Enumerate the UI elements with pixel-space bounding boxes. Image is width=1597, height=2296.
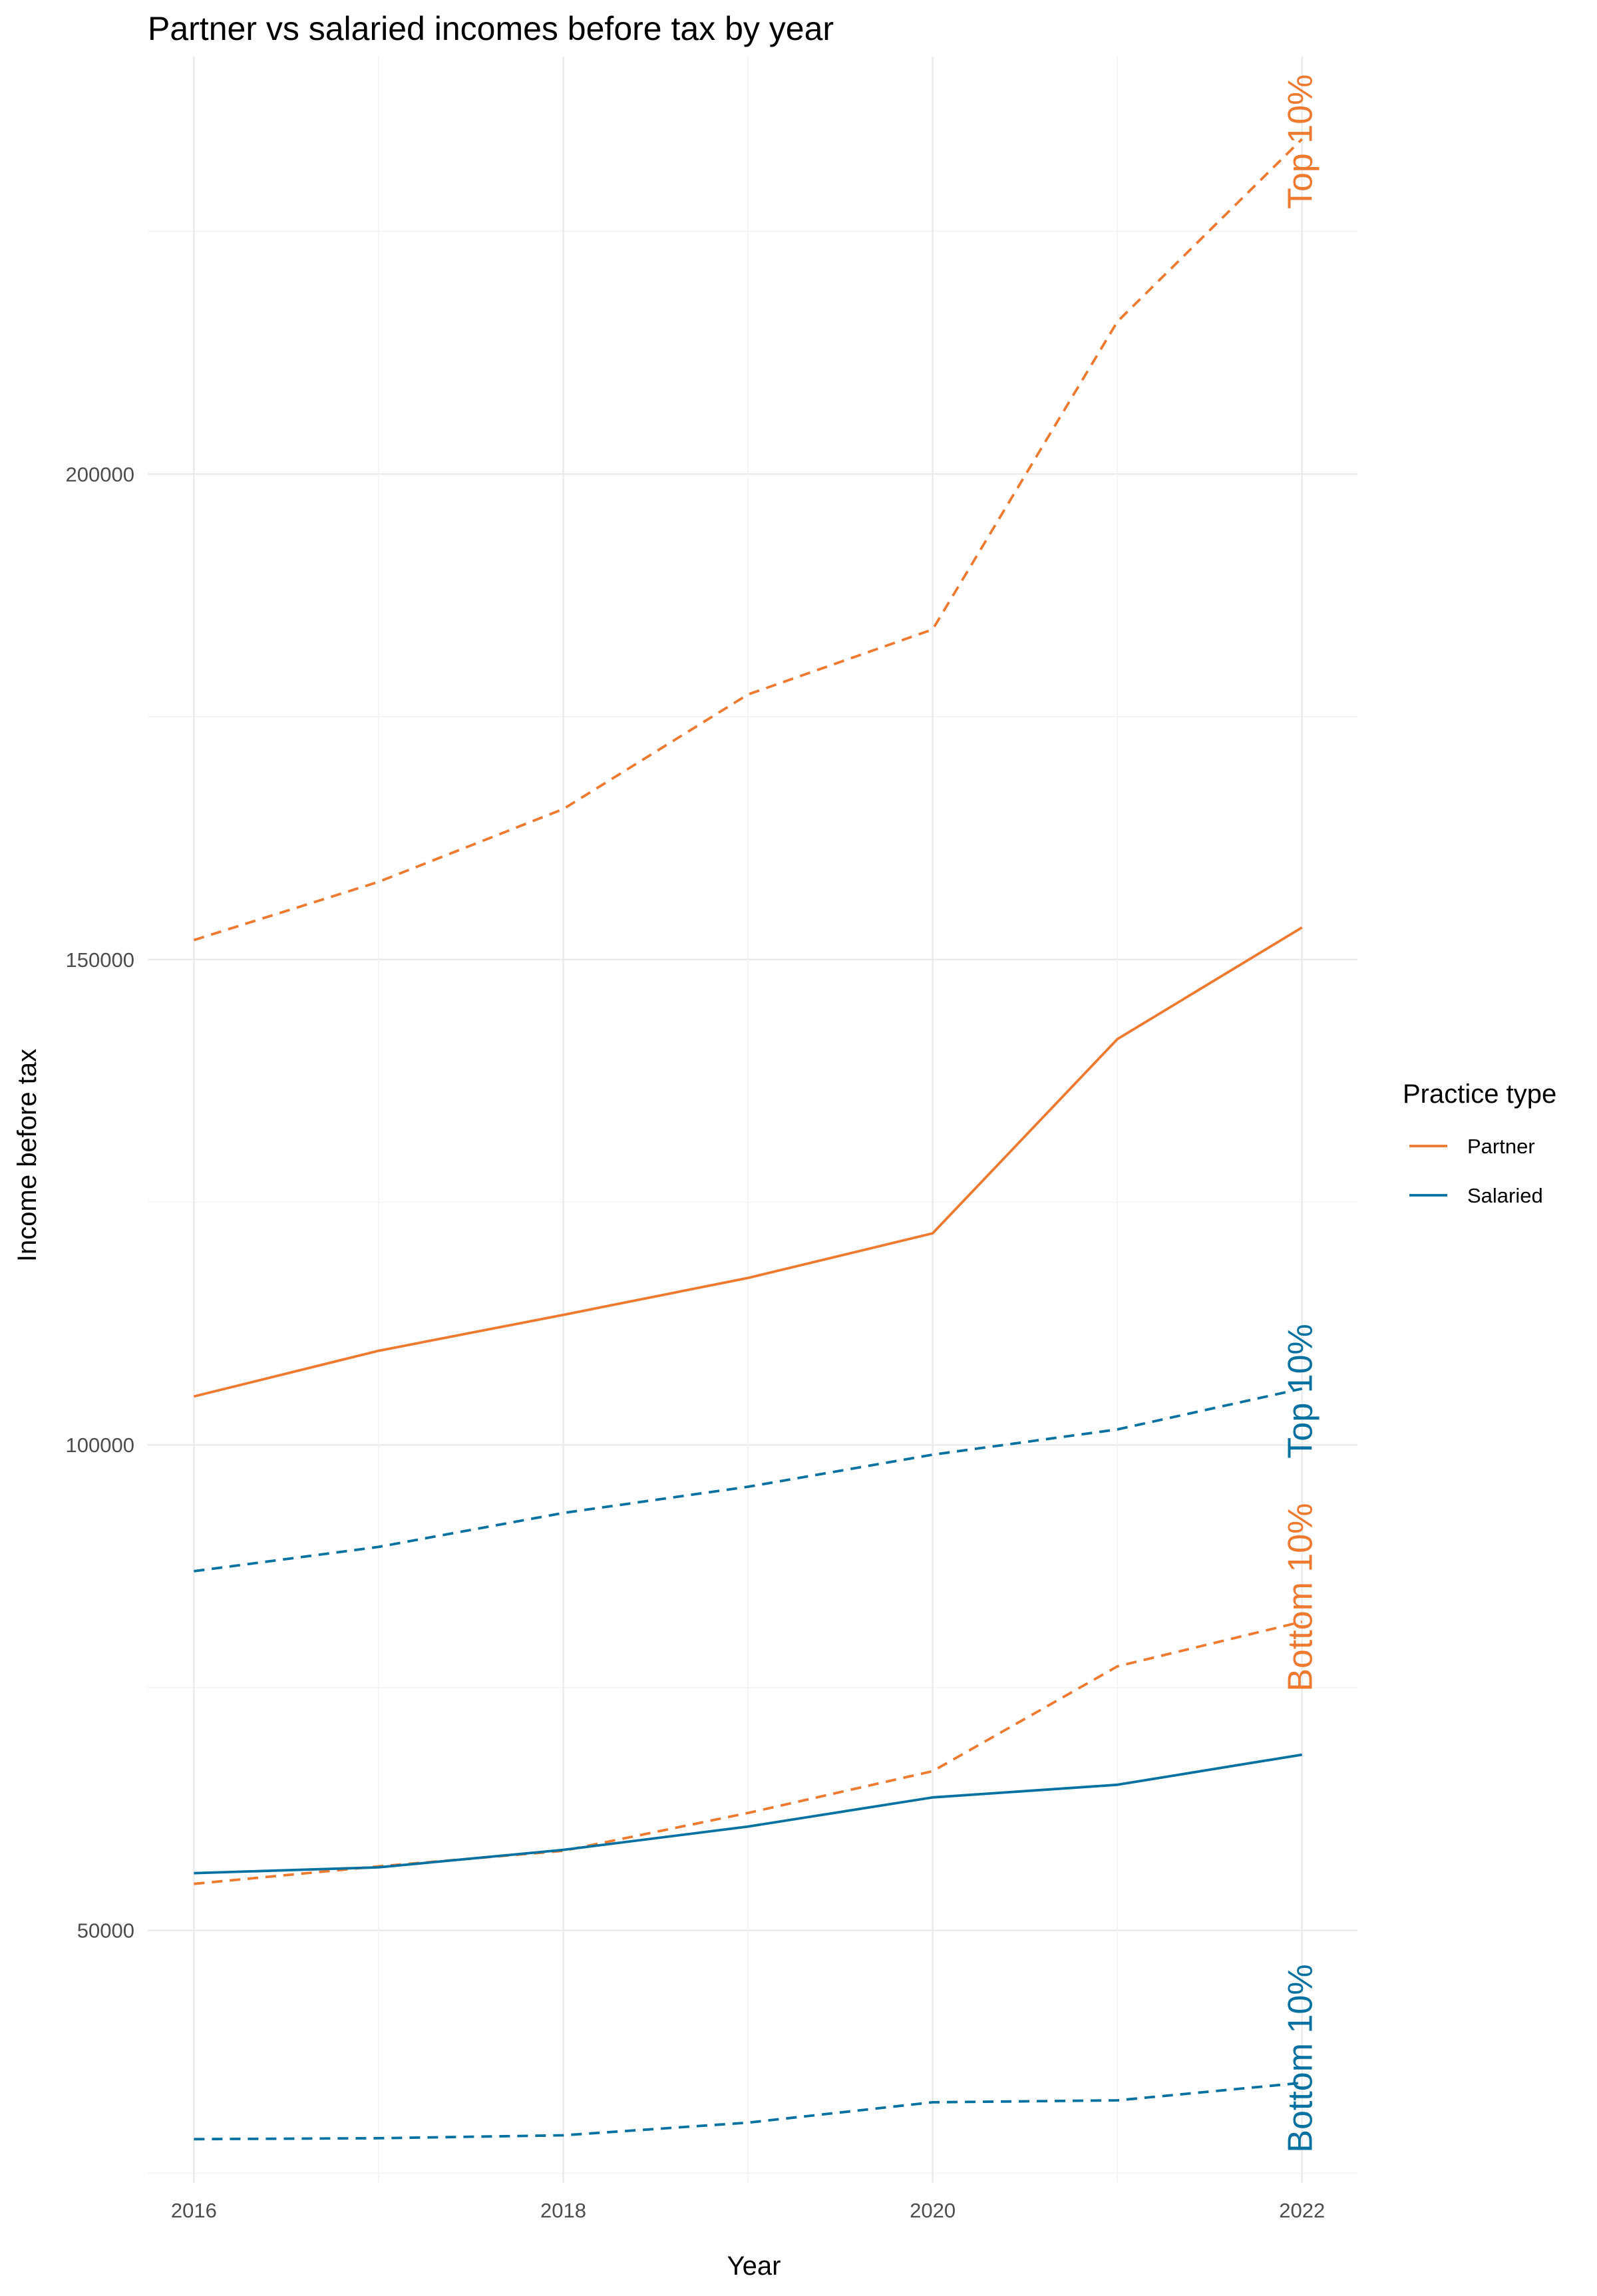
series-line-partner-median [193,926,1303,1398]
legend-label-partner: Partner [1467,1135,1535,1158]
legend-title: Practice type [1403,1079,1556,1109]
y-tick-label: 150000 [66,948,134,972]
annotation-label: Bottom 10% [1282,1503,1320,1692]
y-axis-title: Income before tax [13,1049,42,1262]
x-tick-label: 2018 [540,2199,586,2222]
x-tick-labels: 2016 2018 2020 2022 [171,2199,1325,2222]
x-axis-title: Year [727,2251,781,2281]
y-tick-label: 50000 [77,1919,134,1943]
series-layer [193,138,1304,2141]
x-tick-label: 2020 [910,2199,956,2222]
annotation-label: Top 10% [1282,1324,1320,1458]
series-line-salaried-median [194,1753,1303,1875]
y-tick-label: 200000 [66,463,134,486]
legend-label-salaried: Salaried [1467,1184,1543,1207]
series-line-salaried-bottom [194,2081,1302,2141]
x-tick-label: 2016 [171,2199,217,2222]
y-tick-label: 100000 [66,1434,134,1457]
x-tick-label: 2022 [1279,2199,1325,2222]
chart-title: Partner vs salaried incomes before tax b… [148,10,834,47]
grid [148,57,1357,2183]
legend: Practice type Partner Salaried [1403,1079,1556,1207]
annotation-label: Top 10% [1282,75,1320,209]
series-line-salaried-top [194,1387,1303,1573]
annotations: Top 10% Bottom 10% Top 10% Bottom 10% [1282,75,1320,2153]
y-tick-labels: 50000 100000 150000 200000 [66,463,134,1942]
annotation-label: Bottom 10% [1282,1964,1320,2152]
